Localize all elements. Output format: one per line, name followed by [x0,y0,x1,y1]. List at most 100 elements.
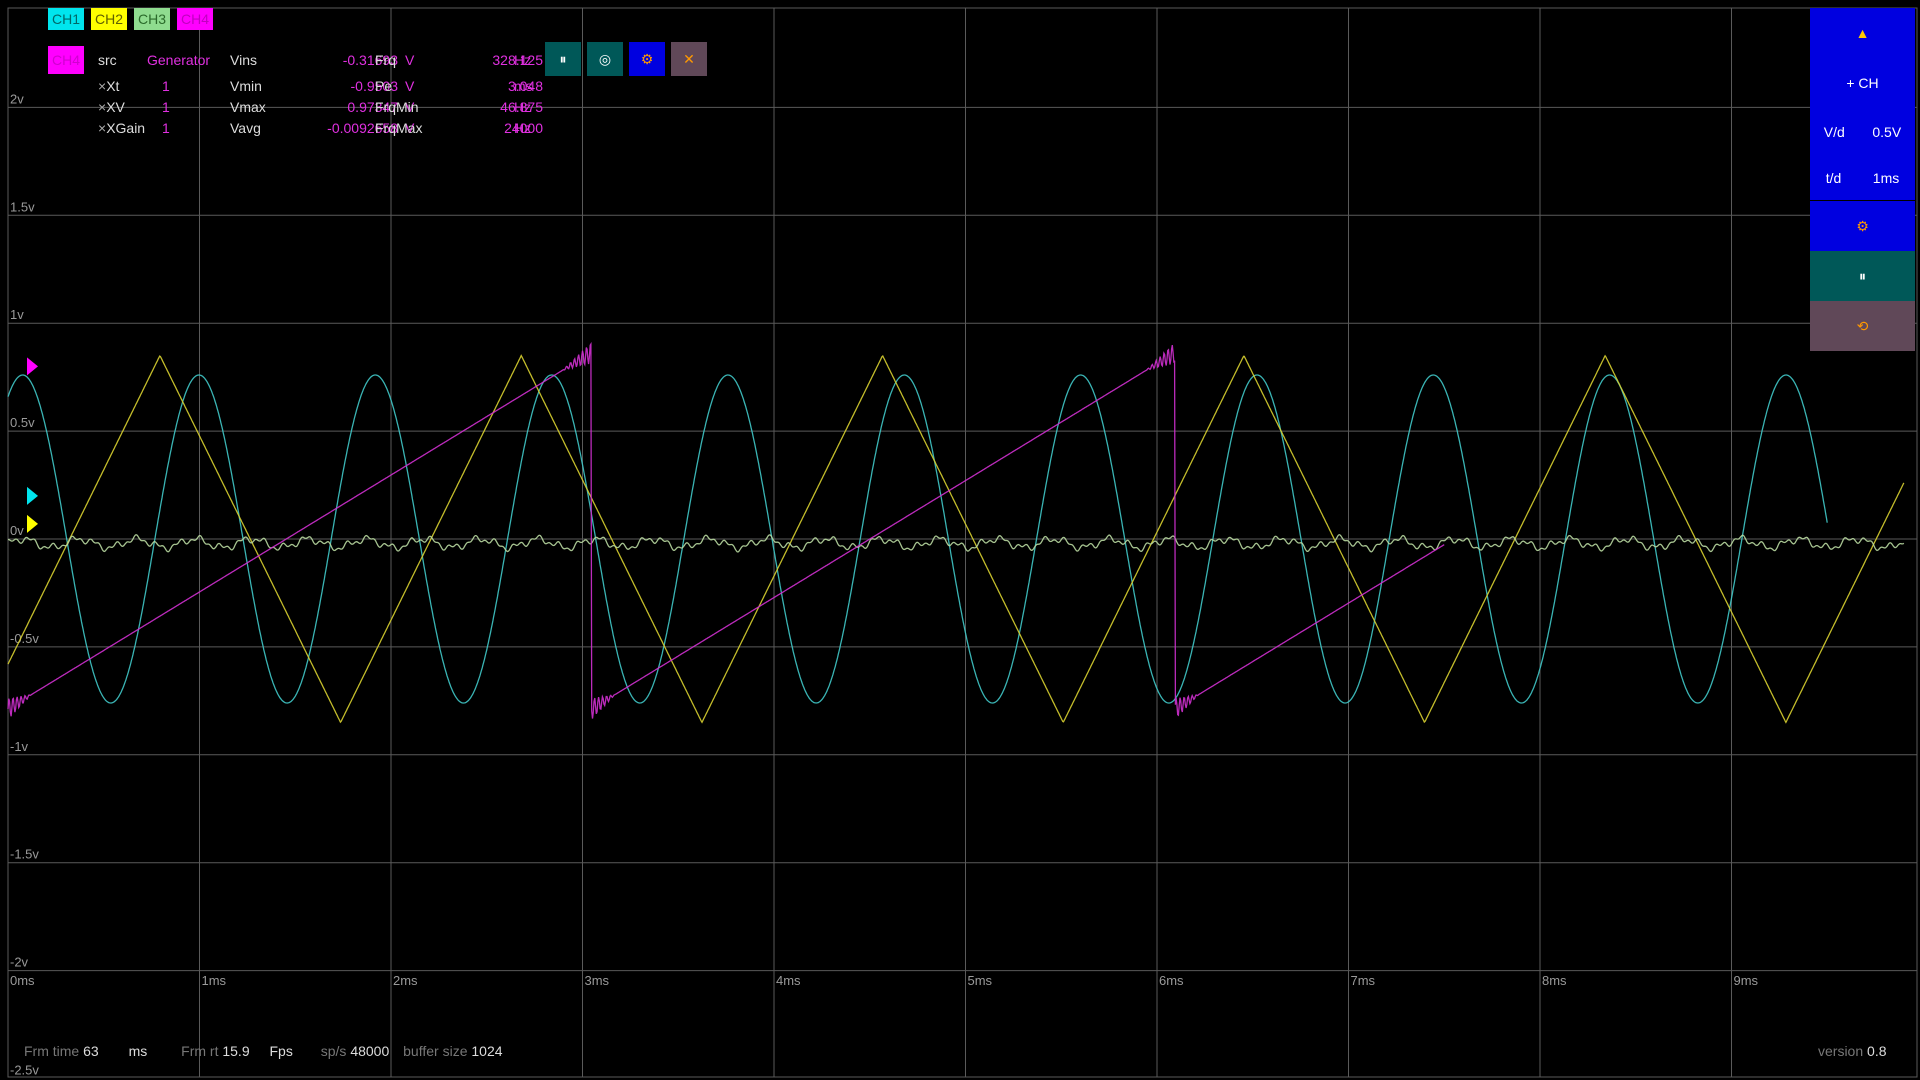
xgain-value[interactable]: 1 [162,120,170,136]
xt-value[interactable]: 1 [162,78,170,94]
version-info: version 0.8 [1818,1043,1887,1059]
vins-label: Vins [230,52,257,68]
tab-ch1[interactable]: CH1 [48,8,85,30]
channel-pause-button[interactable]: ⏸ [545,42,581,76]
x-tick-label: 5ms [968,973,993,988]
td-label: t/d [1825,170,1842,186]
y-tick-label: 0v [10,523,24,538]
trigger-marker-ch1[interactable] [27,486,38,505]
y-tick-label: -1v [10,739,29,754]
xgain-label: ×XGain [98,120,146,136]
right-control-panel: ▲ + CH V/d 0.5V t/d 1ms ⚙ ⏸ ⟲ [1810,8,1915,351]
frqmax-unit: Hz [514,120,532,136]
grid [7,7,1918,1078]
td-value: 1ms [1872,170,1900,186]
frq-unit: Hz [514,52,532,68]
y-tick-label: 2v [10,91,24,106]
y-tick-label: 1v [10,307,24,322]
vins-unit: V [405,52,415,68]
trace-ch4 [7,341,1445,719]
pe-label: Pe [375,78,393,94]
vmax-unit: V [405,99,415,115]
frqmax-label: FrqMax [375,120,423,136]
y-tick-label: -2v [10,955,29,970]
src-label: src [98,52,117,68]
buffer-size-value: 1024 [471,1043,503,1059]
trigger-marker-ch4[interactable] [27,357,38,376]
version-label: version [1818,1043,1864,1059]
x-tick-label: 2ms [393,973,418,988]
plot-frame [7,7,1918,1078]
y-tick-label: 1.5v [10,199,35,214]
x-tick-label: 9ms [1734,973,1759,988]
frame-time-unit: ms [128,1043,148,1059]
time-per-div-control[interactable]: t/d 1ms [1810,156,1915,200]
buffer-size-label: buffer size [403,1043,468,1059]
trace-ch1 [7,374,1828,704]
vavg-unit: V [405,120,415,136]
vmin-label: Vmin [230,78,262,94]
x-tick-label: 6ms [1159,973,1184,988]
axis-labels: 2v 1.5v 1v 0.5v 0v -0.5v -1v -1.5v -2v -2.5v 0ms 1 m… [10,91,1759,1077]
x-tick-label: 8ms [1542,973,1567,988]
selected-channel-badge[interactable]: CH4 [48,46,84,74]
sample-rate-value: 48000 [350,1043,390,1059]
vmax-label: Vmax [230,99,266,115]
reset-icon: ⟲ [1856,317,1869,334]
tab-ch3[interactable]: CH3 [134,8,171,30]
y-tick-label: -2.5v [10,1063,39,1078]
xv-value[interactable]: 1 [162,99,170,115]
add-channel-button[interactable]: + CH [1810,58,1915,108]
vavg-label: Vavg [230,120,261,136]
x-tick-label: 4ms [776,973,801,988]
channel-close-button[interactable]: ✕ [671,42,707,76]
target-icon: ◎ [598,50,612,67]
channel-settings-button[interactable]: ⚙ [629,42,665,76]
tab-ch4[interactable]: CH4 [177,8,214,30]
y-tick-label: 0.5v [10,415,35,430]
pe-unit: ms [514,78,533,94]
frqmin-unit: Hz [514,99,532,115]
up-arrow-icon: ▲ [1855,25,1870,41]
status-footer: Frm time 63 ms Frm rt 15.9 Fps sp/s 4800… [24,1043,503,1059]
x-tick-label: 0ms [10,973,35,988]
traces [7,341,1905,724]
pe-value: 3.048 [507,78,543,94]
multiply-icon: × [98,78,107,94]
vavg-value: -0.0092658 [327,120,398,136]
frqmin-value: 46.875 [500,99,543,115]
frame-rate-unit: Fps [269,1043,293,1059]
y-tick-label: -1.5v [10,847,39,862]
trigger-marker-ch2[interactable] [27,514,38,533]
trace-ch3 [7,533,1905,553]
settings-button[interactable]: ⚙ [1810,200,1915,251]
frame-time-value: 63 [83,1043,99,1059]
vd-label: V/d [1823,124,1845,140]
frqmin-label: FrqMin [375,99,419,115]
pause-button[interactable]: ⏸ [1810,251,1915,301]
volts-per-div-control[interactable]: V/d 0.5V [1810,108,1915,156]
multiply-icon: × [98,120,107,136]
multiply-icon: × [98,99,107,115]
vmax-value: 0.97347 [347,99,398,115]
channel-target-button[interactable]: ◎ [587,42,623,76]
frqmax-value: 24000 [504,120,543,136]
reset-button[interactable]: ⟲ [1810,301,1915,351]
x-tick-label: 7ms [1351,973,1376,988]
trigger-markers[interactable] [27,357,38,533]
vmin-unit: V [405,78,415,94]
x-tick-label: 3ms [585,973,610,988]
xv-label: ×XV [98,99,125,115]
tab-ch2[interactable]: CH2 [91,8,128,30]
vins-value: -0.31693 [342,52,398,68]
frame-rate-value: 15.9 [222,1043,250,1059]
src-value[interactable]: Generator [147,52,211,68]
scroll-up-button[interactable]: ▲ [1810,8,1915,58]
pause-icon: ⏸ [559,50,567,67]
y-tick-label: -0.5v [10,631,39,646]
sample-rate-label: sp/s [320,1043,347,1059]
trace-ch2 [7,354,1905,724]
channel-tabs: CH1 CH2 CH3 CH4 [48,8,214,30]
frame-rate-label: Frm rt [181,1043,219,1059]
